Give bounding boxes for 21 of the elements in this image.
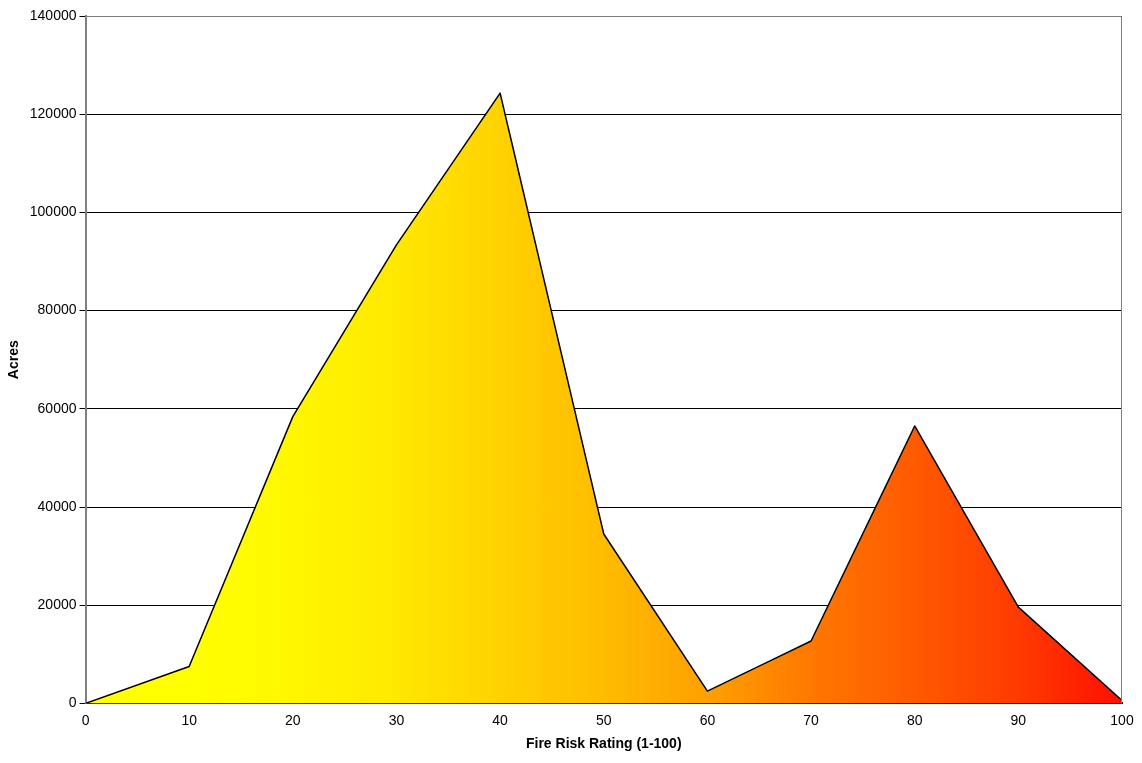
x-tick-label: 0 bbox=[81, 711, 90, 728]
x-tick-label: 100 bbox=[1110, 711, 1134, 728]
y-tick-label: 100000 bbox=[29, 203, 77, 220]
x-tick-label: 40 bbox=[492, 711, 509, 728]
x-tick-label: 80 bbox=[906, 711, 923, 728]
x-tick-label: 70 bbox=[803, 711, 820, 728]
y-tick-label: 20000 bbox=[37, 596, 77, 613]
y-tick-label: 120000 bbox=[29, 105, 77, 122]
y-tick-label: 140000 bbox=[29, 6, 77, 23]
x-tick-label: 50 bbox=[595, 711, 612, 728]
x-tick-label: 30 bbox=[388, 711, 405, 728]
x-axis-title: Fire Risk Rating (1-100) bbox=[525, 735, 682, 752]
x-tick-label: 90 bbox=[1010, 711, 1027, 728]
x-tick-label: 10 bbox=[181, 711, 198, 728]
y-tick-label: 80000 bbox=[37, 301, 77, 318]
y-tick-label: 60000 bbox=[37, 399, 77, 416]
y-tick-label: 40000 bbox=[37, 497, 77, 514]
y-axis-title: Acres bbox=[5, 340, 22, 380]
x-tick-label: 20 bbox=[285, 711, 301, 728]
x-tick-label: 60 bbox=[699, 711, 716, 728]
y-tick-label: 0 bbox=[68, 694, 77, 711]
